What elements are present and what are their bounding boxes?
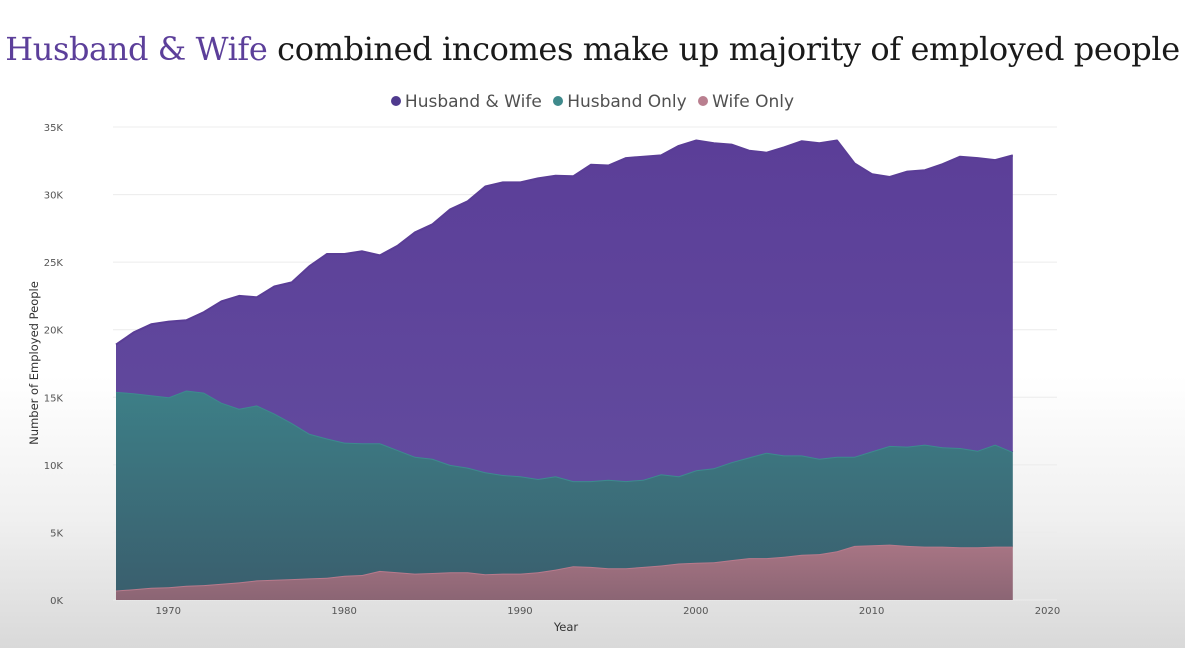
legend-item-husband-only[interactable]: Husband Only	[553, 92, 687, 112]
legend-label-husband-only: Husband Only	[567, 92, 687, 112]
chart-legend: Husband & Wife Husband Only Wife Only	[0, 92, 1185, 112]
x-tick-label: 2000	[683, 606, 708, 617]
x-axis-ticks: 1970 1980 1990 2000 2010 2020	[156, 606, 1061, 617]
legend-dot-husband-wife	[390, 96, 401, 106]
area-husband-only[interactable]	[116, 390, 1013, 591]
area-husband-wife[interactable]	[116, 140, 1013, 482]
x-tick-label: 2020	[1035, 606, 1060, 617]
legend-dot-wife-only	[698, 96, 709, 106]
x-tick-label: 2010	[859, 606, 884, 617]
y-tick-label: 10K	[44, 461, 64, 472]
legend-item-husband-wife[interactable]: Husband & Wife	[390, 92, 542, 112]
area-series	[115, 139, 1014, 600]
y-tick-label: 35K	[44, 123, 64, 134]
x-axis-title: Year	[553, 620, 579, 634]
legend-label-husband-wife: Husband & Wife	[404, 92, 542, 112]
y-axis-ticks: 0K 5K 10K 15K 20K 25K 30K 35K	[44, 123, 64, 607]
line-husband-only	[115, 389, 1014, 483]
y-tick-label: 15K	[44, 393, 64, 404]
legend-dot-husband-only	[553, 96, 564, 106]
area-wife-only[interactable]	[116, 544, 1013, 600]
chart-title-accent: Husband & Wife	[5, 30, 268, 68]
x-tick-label: 1980	[331, 606, 356, 617]
y-axis-title: Number of Employed People	[27, 281, 41, 445]
chart-title-rest: combined incomes make up majority of emp…	[267, 30, 1180, 68]
x-tick-label: 1970	[156, 606, 181, 617]
y-tick-label: 30K	[44, 191, 64, 202]
x-tick-label: 1990	[507, 606, 532, 617]
y-tick-label: 5K	[50, 528, 63, 539]
legend-label-wife-only: Wife Only	[712, 92, 795, 112]
y-tick-label: 25K	[44, 258, 64, 269]
chart-title: Husband & Wife combined incomes make up …	[0, 30, 1185, 68]
line-husband-wife	[115, 139, 1014, 346]
y-tick-label: 20K	[44, 326, 64, 337]
y-tick-label: 0K	[50, 596, 63, 607]
legend-item-wife-only[interactable]: Wife Only	[698, 92, 794, 112]
